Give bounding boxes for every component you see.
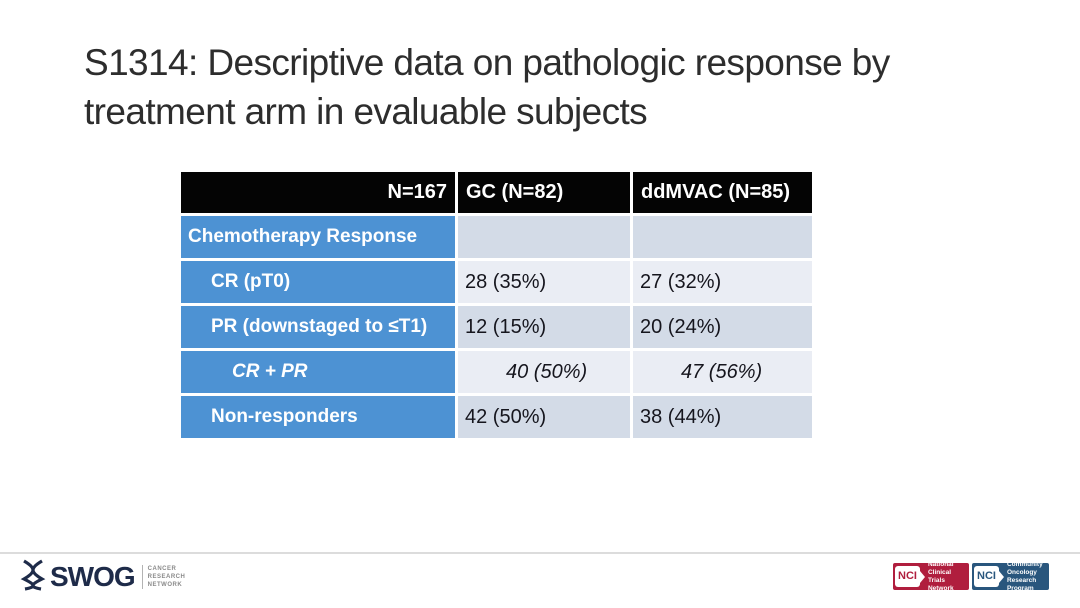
nci-ncorp-badge: NCI Community Oncology Research Program	[972, 561, 1049, 593]
cell-value: 28 (35%)	[458, 261, 633, 306]
nci-ncorp-label-line: Research Program	[1006, 576, 1037, 592]
row-label-pr-downstaged: PR (downstaged to ≤T1)	[181, 306, 458, 351]
nci-logo: NCI	[895, 566, 920, 587]
table-row: CR (pT0) 28 (35%) 27 (32%)	[181, 261, 815, 306]
nci-nctn-label-line: National Clinical	[927, 560, 954, 576]
table-header-row: N=167 GC (N=82) ddMVAC (N=85)	[181, 172, 815, 216]
cell-value: 38 (44%)	[633, 396, 815, 441]
table-row: CR + PR 40 (50%) 47 (56%)	[181, 351, 815, 396]
swog-logo: SWOG CANCER RESEARCH NETWORK	[20, 559, 186, 596]
cell-value: 40 (50%)	[458, 351, 633, 396]
cell-value	[458, 216, 633, 261]
cell-value	[633, 216, 815, 261]
swog-wordmark: SWOG	[50, 561, 136, 592]
swog-tagline-line: RESEARCH	[147, 574, 186, 580]
row-label-cr-plus-pr: CR + PR	[181, 351, 458, 396]
nci-ncorp-label-line: Community Oncology	[1006, 560, 1043, 576]
cell-value: 20 (24%)	[633, 306, 815, 351]
table-row: Chemotherapy Response	[181, 216, 815, 261]
cell-value: 27 (32%)	[633, 261, 815, 306]
header-cell-gc: GC (N=82)	[458, 172, 633, 216]
header-cell-ddmvac: ddMVAC (N=85)	[633, 172, 815, 216]
row-label-non-responders: Non-responders	[181, 396, 458, 441]
cell-value: 47 (56%)	[633, 351, 815, 396]
response-table: N=167 GC (N=82) ddMVAC (N=85) Chemothera…	[181, 172, 815, 441]
dna-helix-icon	[20, 559, 46, 596]
swog-tagline-line: CANCER	[147, 566, 177, 572]
cell-value: 42 (50%)	[458, 396, 633, 441]
nci-logo: NCI	[974, 566, 999, 587]
nci-ncorp-label: Community Oncology Research Program	[999, 561, 1049, 593]
page-title-line2: treatment arm in evaluable subjects	[84, 91, 648, 132]
table-row: PR (downstaged to ≤T1) 12 (15%) 20 (24%)	[181, 306, 815, 351]
row-label-cr-pt0: CR (pT0)	[181, 261, 458, 306]
page-title: S1314: Descriptive data on pathologic re…	[84, 38, 1044, 136]
swog-tagline-line: NETWORK	[147, 582, 183, 588]
header-cell-total-n: N=167	[181, 172, 458, 216]
nci-nctn-label-line: Trials Network	[927, 576, 954, 592]
row-label-chemotherapy-response: Chemotherapy Response	[181, 216, 458, 261]
cell-value: 12 (15%)	[458, 306, 633, 351]
nci-nctn-label: National Clinical Trials Network	[920, 561, 969, 593]
swog-tagline: CANCER RESEARCH NETWORK	[141, 565, 186, 589]
page-title-line1: S1314: Descriptive data on pathologic re…	[84, 42, 890, 83]
table-row: Non-responders 42 (50%) 38 (44%)	[181, 396, 815, 441]
nci-nctn-badge: NCI National Clinical Trials Network	[893, 561, 969, 593]
footer-divider	[0, 552, 1080, 554]
